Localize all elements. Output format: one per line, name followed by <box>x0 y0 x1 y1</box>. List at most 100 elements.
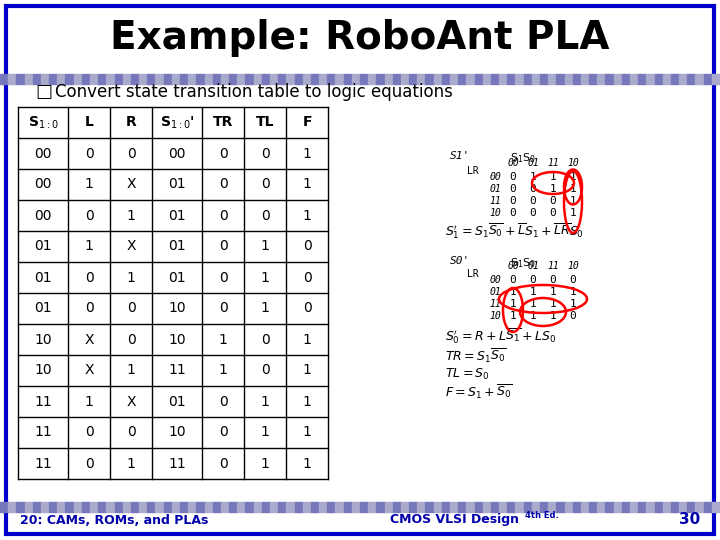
Text: 1: 1 <box>302 363 312 377</box>
Text: $F = S_1 + \overline{S_0}$: $F = S_1 + \overline{S_0}$ <box>445 383 513 401</box>
Text: 1: 1 <box>570 208 577 218</box>
Text: 1: 1 <box>549 287 557 297</box>
Bar <box>491 74 499 84</box>
Text: 01: 01 <box>527 158 539 168</box>
Bar <box>598 502 606 512</box>
Text: 0: 0 <box>510 184 516 194</box>
Text: 1: 1 <box>570 172 577 182</box>
Text: LR: LR <box>467 166 479 176</box>
Bar <box>703 502 712 512</box>
Bar <box>319 502 328 512</box>
Bar <box>82 502 90 512</box>
Text: 10: 10 <box>168 301 186 315</box>
Bar <box>564 502 572 512</box>
Text: 1: 1 <box>510 311 516 321</box>
Text: 10: 10 <box>34 363 52 377</box>
Bar <box>90 74 98 84</box>
Text: 10: 10 <box>567 261 579 271</box>
Text: 1: 1 <box>84 395 94 408</box>
Bar <box>557 74 564 84</box>
Text: 11: 11 <box>34 456 52 470</box>
Text: 0: 0 <box>219 271 228 285</box>
Text: S$_{1:0}$': S$_{1:0}$' <box>160 114 194 131</box>
Text: 01: 01 <box>489 287 501 297</box>
Text: X: X <box>84 363 94 377</box>
Text: 1: 1 <box>549 299 557 309</box>
Text: 0: 0 <box>219 178 228 192</box>
Bar <box>328 502 336 512</box>
Bar <box>212 74 221 84</box>
Bar <box>163 74 172 84</box>
Bar <box>156 74 163 84</box>
Bar <box>32 502 41 512</box>
Text: 0: 0 <box>85 456 94 470</box>
Text: 00: 00 <box>35 208 52 222</box>
Text: 1: 1 <box>530 287 536 297</box>
Bar <box>148 74 156 84</box>
Bar <box>613 502 622 512</box>
Bar <box>557 502 564 512</box>
Bar <box>41 74 49 84</box>
Bar <box>229 502 238 512</box>
Text: 1: 1 <box>127 456 135 470</box>
Bar <box>458 502 467 512</box>
Text: 0: 0 <box>127 146 135 160</box>
Bar <box>287 74 294 84</box>
Bar <box>360 74 368 84</box>
Bar <box>696 74 703 84</box>
Bar <box>278 502 287 512</box>
Bar <box>540 74 548 84</box>
Bar <box>516 74 523 84</box>
Text: 11: 11 <box>168 363 186 377</box>
Text: 0: 0 <box>530 275 536 285</box>
Text: 11: 11 <box>489 299 501 309</box>
Bar <box>499 74 508 84</box>
Text: 1: 1 <box>84 240 94 253</box>
Bar <box>671 502 679 512</box>
Text: 1: 1 <box>302 178 312 192</box>
Text: 11: 11 <box>489 196 501 206</box>
Text: S0': S0' <box>450 256 470 266</box>
Text: 1: 1 <box>261 456 269 470</box>
Bar <box>671 74 679 84</box>
Bar <box>302 74 311 84</box>
Bar <box>41 502 49 512</box>
Bar <box>148 502 156 512</box>
Text: 01: 01 <box>168 240 186 253</box>
Bar <box>294 74 302 84</box>
Text: 0: 0 <box>127 426 135 440</box>
Text: R: R <box>125 116 136 130</box>
Bar <box>246 74 253 84</box>
Text: 0: 0 <box>85 301 94 315</box>
Bar <box>622 74 630 84</box>
Bar <box>98 74 107 84</box>
Text: 1: 1 <box>302 146 312 160</box>
Text: 01: 01 <box>168 271 186 285</box>
Text: TR: TR <box>213 116 233 130</box>
Text: 1: 1 <box>302 208 312 222</box>
Text: 0: 0 <box>549 208 557 218</box>
Text: 1: 1 <box>127 363 135 377</box>
Text: 01: 01 <box>34 271 52 285</box>
Bar <box>180 74 188 84</box>
Bar <box>270 74 278 84</box>
Bar <box>654 74 662 84</box>
Text: S$_{1:0}$: S$_{1:0}$ <box>27 114 58 131</box>
Bar <box>409 502 418 512</box>
Text: 1: 1 <box>302 456 312 470</box>
Text: L: L <box>84 116 94 130</box>
Bar <box>523 74 532 84</box>
Text: 1: 1 <box>510 287 516 297</box>
Bar <box>278 74 287 84</box>
Text: 01: 01 <box>34 301 52 315</box>
Bar <box>246 502 253 512</box>
Bar <box>572 74 581 84</box>
Text: 30: 30 <box>679 512 700 528</box>
Text: 0: 0 <box>261 333 269 347</box>
Bar <box>638 502 647 512</box>
Bar <box>328 74 336 84</box>
Text: 0: 0 <box>510 172 516 182</box>
Text: 0: 0 <box>549 196 557 206</box>
Bar <box>49 502 58 512</box>
Text: 1: 1 <box>570 287 577 297</box>
